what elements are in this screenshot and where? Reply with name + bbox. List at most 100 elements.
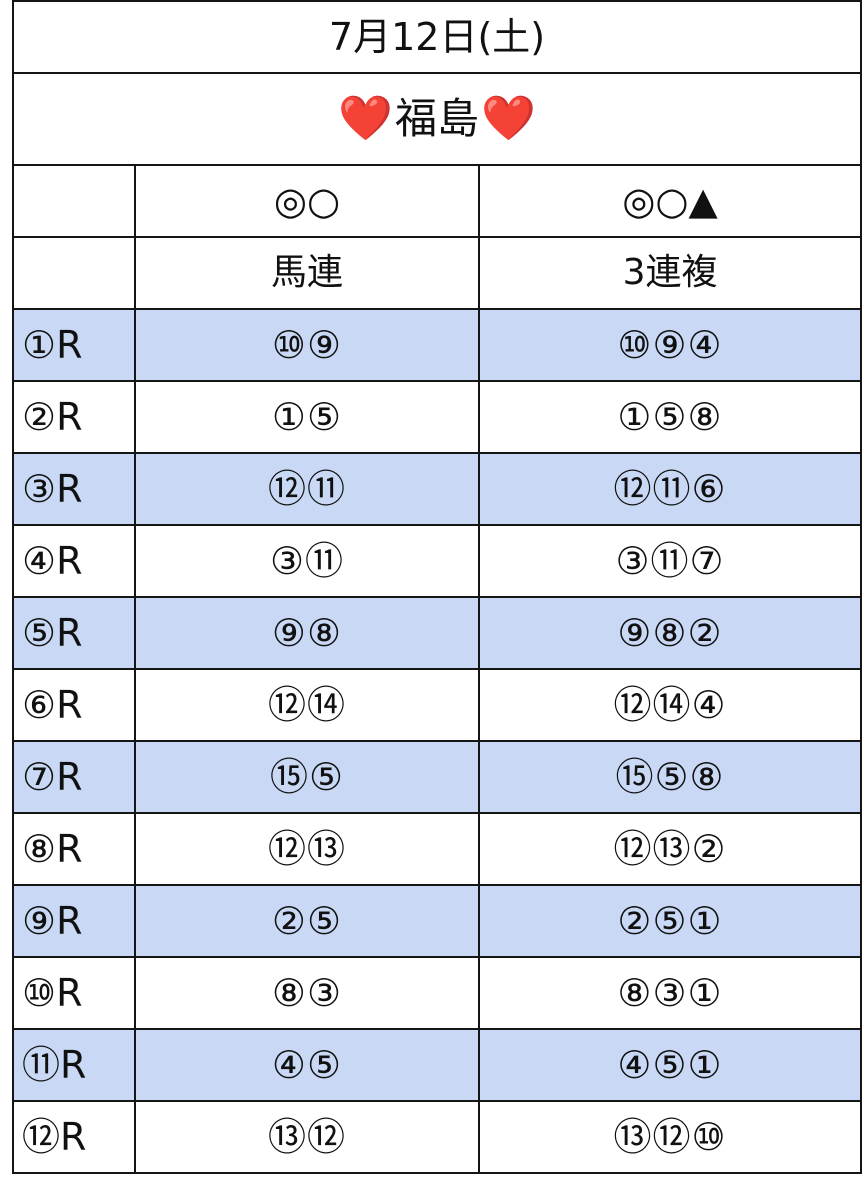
sanrenpuku-pick: ⑩⑨④	[617, 323, 723, 367]
sanrenpuku-pick: ⑬⑫⑩	[613, 1115, 727, 1159]
race-label: ⑧R	[22, 827, 83, 871]
race-label-cell[interactable]: ⑪R	[12, 1028, 136, 1102]
umaren-cell[interactable]: ①⑤	[134, 380, 480, 454]
venue-name: 福島	[395, 94, 480, 143]
sanrenpuku-pick: ③⑪⑦	[615, 539, 725, 583]
race-label: ②R	[22, 395, 83, 439]
umaren-pick: ⑫⑬	[267, 827, 346, 871]
marks-sanrenpuku: ◎○▲	[622, 179, 718, 223]
marks-cell-sanrenpuku[interactable]: ◎○▲	[477, 164, 863, 238]
race-row: ⑦R ⑮⑤ ⑮⑤⑧	[12, 740, 863, 814]
sanrenpuku-cell[interactable]: ⑮⑤⑧	[477, 740, 863, 814]
sanrenpuku-cell[interactable]: ⑧③①	[477, 956, 863, 1030]
sanrenpuku-cell[interactable]: ⑫⑬②	[477, 812, 863, 886]
race-label: ③R	[22, 467, 83, 511]
sanrenpuku-cell[interactable]: ⑩⑨④	[477, 308, 863, 382]
race-row: ⑩R ⑧③ ⑧③①	[12, 956, 863, 1030]
race-row: ③R ⑫⑪ ⑫⑪⑥	[12, 452, 863, 526]
row-gutter	[0, 0, 10, 1200]
sanrenpuku-cell[interactable]: ③⑪⑦	[477, 524, 863, 598]
umaren-cell[interactable]: ⑬⑫	[134, 1100, 480, 1174]
umaren-cell[interactable]: ④⑤	[134, 1028, 480, 1102]
sanrenpuku-pick: ⑫⑭④	[613, 683, 727, 727]
umaren-pick: ⑨⑧	[271, 611, 343, 655]
sanrenpuku-cell[interactable]: ⑬⑫⑩	[477, 1100, 863, 1174]
umaren-pick: ⑧③	[271, 971, 343, 1015]
sanrenpuku-pick: ②⑤①	[617, 899, 723, 943]
bet-type-cell-umaren[interactable]: 馬連	[134, 236, 480, 310]
umaren-pick: ⑫⑭	[267, 683, 346, 727]
race-label-cell[interactable]: ②R	[12, 380, 136, 454]
race-label-cell[interactable]: ⑤R	[12, 596, 136, 670]
umaren-cell[interactable]: ⑫⑭	[134, 668, 480, 742]
race-label: ⑥R	[22, 683, 83, 727]
race-row: ⑫R ⑬⑫ ⑬⑫⑩	[12, 1100, 863, 1174]
umaren-cell[interactable]: ②⑤	[134, 884, 480, 958]
umaren-pick: ⑩⑨	[271, 323, 343, 367]
race-row: ⑨R ②⑤ ②⑤①	[12, 884, 863, 958]
umaren-pick: ⑬⑫	[267, 1115, 346, 1159]
sanrenpuku-cell[interactable]: ④⑤①	[477, 1028, 863, 1102]
prediction-table: 7月12日(土) ❤️ 福島 ❤️ ◎○ ◎○▲	[11, 0, 863, 1174]
race-label: ⑪R	[22, 1043, 87, 1087]
race-label-cell[interactable]: ⑩R	[12, 956, 136, 1030]
sanrenpuku-cell[interactable]: ⑫⑪⑥	[477, 452, 863, 526]
race-label: ⑤R	[22, 611, 83, 655]
race-row: ④R ③⑪ ③⑪⑦	[12, 524, 863, 598]
sanrenpuku-cell[interactable]: ②⑤①	[477, 884, 863, 958]
empty-cell[interactable]	[12, 236, 136, 310]
race-label-cell[interactable]: ⑥R	[12, 668, 136, 742]
race-row: ①R ⑩⑨ ⑩⑨④	[12, 308, 863, 382]
umaren-pick: ④⑤	[271, 1043, 343, 1087]
race-label: ⑦R	[22, 755, 83, 799]
umaren-cell[interactable]: ⑧③	[134, 956, 480, 1030]
empty-cell[interactable]	[12, 164, 136, 238]
bet-type-cell-sanrenpuku[interactable]: 3連複	[477, 236, 863, 310]
race-row: ⑪R ④⑤ ④⑤①	[12, 1028, 863, 1102]
race-label-cell[interactable]: ⑨R	[12, 884, 136, 958]
race-label: ⑩R	[22, 971, 83, 1015]
heart-icon: ❤️	[338, 93, 393, 144]
umaren-pick: ⑫⑪	[267, 467, 346, 511]
marks-umaren: ◎○	[273, 179, 341, 223]
race-label-cell[interactable]: ⑦R	[12, 740, 136, 814]
race-label-cell[interactable]: ⑫R	[12, 1100, 136, 1174]
umaren-cell[interactable]: ⑫⑪	[134, 452, 480, 526]
bet-type-sanrenpuku: 3連複	[622, 252, 718, 293]
race-row: ⑥R ⑫⑭ ⑫⑭④	[12, 668, 863, 742]
sanrenpuku-cell[interactable]: ⑨⑧②	[477, 596, 863, 670]
sanrenpuku-pick: ①⑤⑧	[617, 395, 723, 439]
race-row: ⑧R ⑫⑬ ⑫⑬②	[12, 812, 863, 886]
race-label-cell[interactable]: ④R	[12, 524, 136, 598]
umaren-pick: ⑮⑤	[269, 755, 345, 799]
umaren-cell[interactable]: ⑩⑨	[134, 308, 480, 382]
sanrenpuku-pick: ⑫⑬②	[613, 827, 727, 871]
sanrenpuku-cell[interactable]: ⑫⑭④	[477, 668, 863, 742]
date-title-cell[interactable]: 7月12日(土)	[11, 0, 863, 74]
race-row: ⑤R ⑨⑧ ⑨⑧②	[12, 596, 863, 670]
umaren-cell[interactable]: ⑮⑤	[134, 740, 480, 814]
sanrenpuku-pick: ⑫⑪⑥	[613, 467, 727, 511]
umaren-cell[interactable]: ⑨⑧	[134, 596, 480, 670]
marks-cell-umaren[interactable]: ◎○	[134, 164, 480, 238]
race-label: ⑫R	[22, 1115, 87, 1159]
umaren-cell[interactable]: ③⑪	[134, 524, 480, 598]
race-label: ④R	[22, 539, 83, 583]
race-label-cell[interactable]: ①R	[12, 308, 136, 382]
umaren-pick: ①⑤	[271, 395, 343, 439]
race-label-cell[interactable]: ⑧R	[12, 812, 136, 886]
umaren-pick: ②⑤	[271, 899, 343, 943]
sanrenpuku-cell[interactable]: ①⑤⑧	[477, 380, 863, 454]
venue-cell[interactable]: ❤️ 福島 ❤️	[11, 72, 863, 166]
sanrenpuku-pick: ⑧③①	[617, 971, 723, 1015]
race-row: ②R ①⑤ ①⑤⑧	[12, 380, 863, 454]
umaren-cell[interactable]: ⑫⑬	[134, 812, 480, 886]
umaren-pick: ③⑪	[269, 539, 345, 583]
date-title: 7月12日(土)	[328, 15, 546, 59]
sanrenpuku-pick: ④⑤①	[617, 1043, 723, 1087]
bet-type-umaren: 馬連	[270, 252, 343, 293]
race-label-cell[interactable]: ③R	[12, 452, 136, 526]
race-label: ⑨R	[22, 899, 83, 943]
heart-icon: ❤️	[481, 93, 536, 144]
